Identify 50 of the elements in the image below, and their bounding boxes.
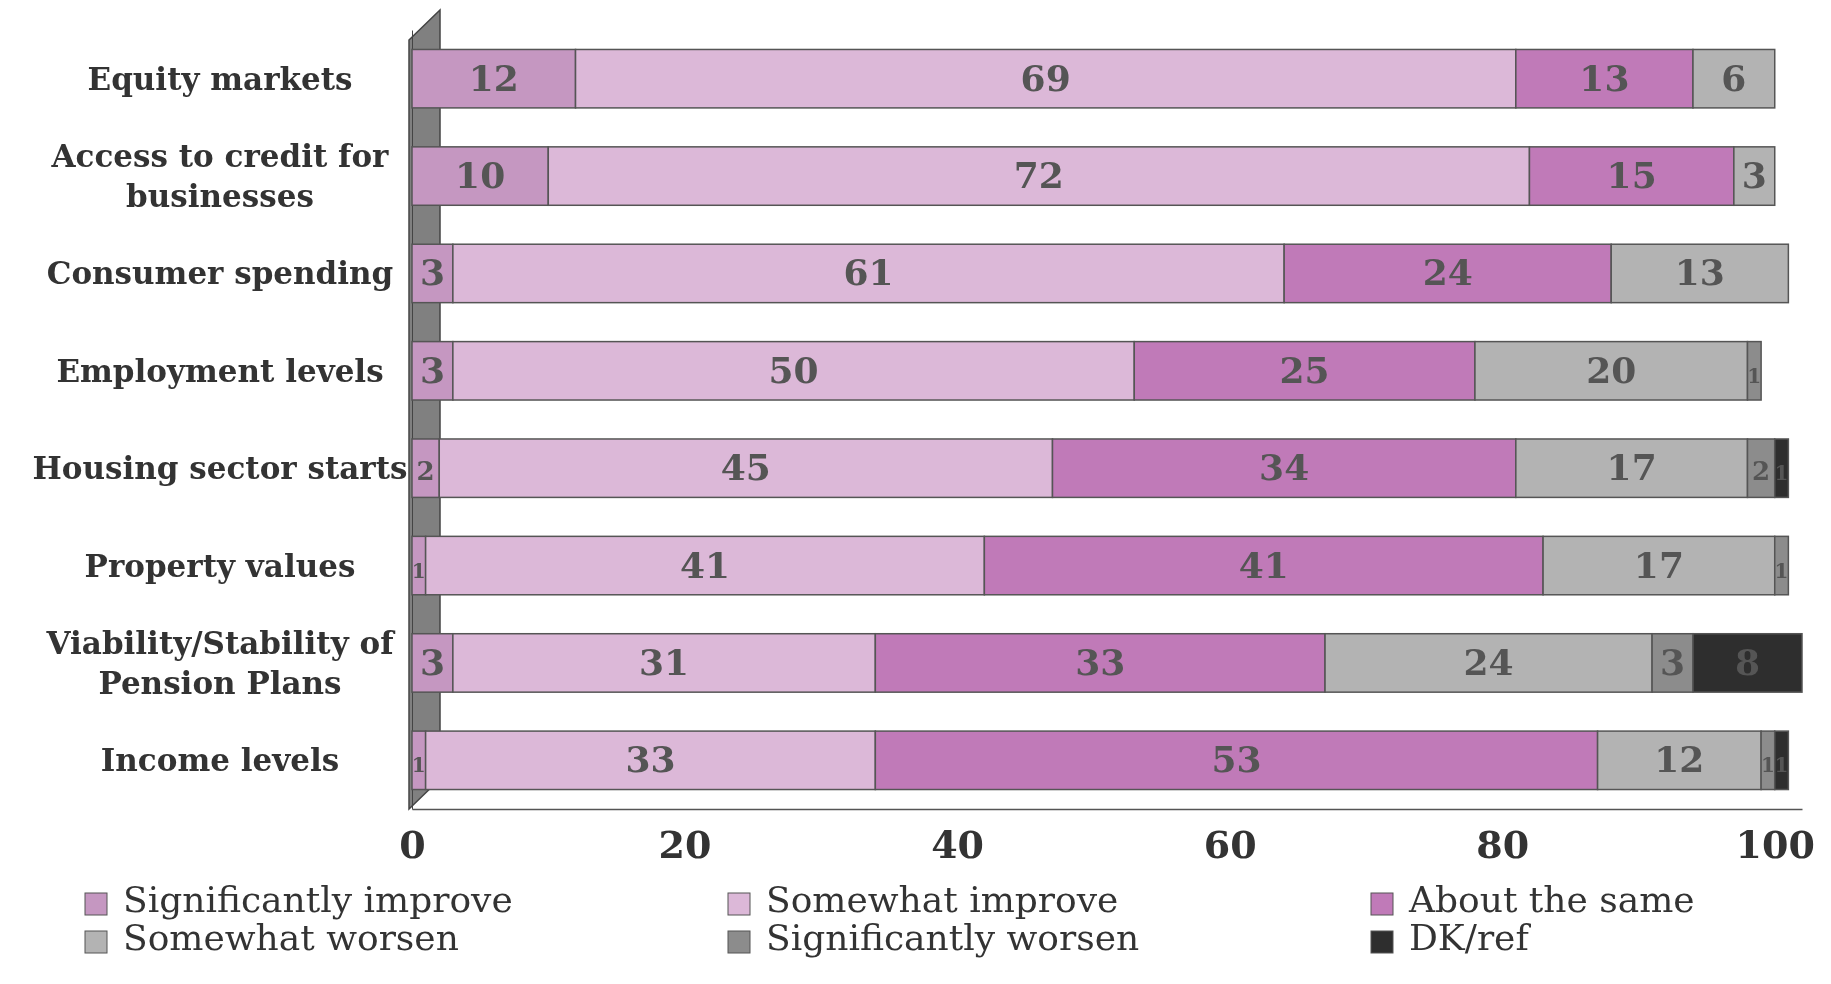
y-tick-label: Property values — [84, 547, 356, 584]
data-label: 31 — [639, 640, 690, 683]
data-label: 6 — [1721, 56, 1747, 99]
y-tick-label: Housing sector starts — [32, 450, 408, 487]
data-label: 17 — [1633, 543, 1684, 586]
data-label: 25 — [1279, 348, 1330, 391]
data-label: 13 — [1579, 56, 1630, 99]
data-label: 20 — [1586, 348, 1637, 391]
data-label: 12 — [468, 56, 519, 99]
legend-label: Significantly improve — [123, 879, 513, 920]
data-label: 10 — [455, 154, 506, 197]
data-label: 3 — [1741, 154, 1767, 197]
legend-label: Somewhat improve — [766, 879, 1119, 920]
data-label: 13 — [1674, 251, 1725, 294]
data-label: 12 — [1654, 738, 1705, 781]
data-label: 15 — [1606, 154, 1657, 197]
x-tick-label: 0 — [399, 821, 426, 867]
x-tick-label: 80 — [1476, 821, 1530, 867]
data-label: 2 — [416, 456, 435, 487]
data-label: 41 — [1238, 543, 1289, 586]
data-label: 1 — [411, 558, 426, 583]
legend-label: DK/ref — [1409, 917, 1532, 958]
data-label: 3 — [419, 348, 445, 391]
y-tick-label: Employment levels — [56, 352, 384, 389]
data-label: 72 — [1013, 154, 1064, 197]
data-label: 33 — [625, 738, 676, 781]
data-label: 50 — [768, 348, 819, 391]
data-label: 24 — [1422, 251, 1473, 294]
data-label: 41 — [679, 543, 731, 586]
data-label: 3 — [419, 640, 445, 683]
data-label: 69 — [1020, 56, 1071, 99]
y-tick-label: Income levels — [100, 742, 340, 779]
data-label: 61 — [843, 251, 894, 294]
x-tick-label: 60 — [1203, 821, 1257, 867]
x-tick-label: 100 — [1735, 821, 1815, 867]
data-label: 34 — [1259, 446, 1310, 489]
data-label: 24 — [1463, 640, 1514, 683]
y-tick-label: Equity markets — [87, 60, 353, 97]
data-label: 45 — [720, 446, 771, 489]
data-label: 53 — [1211, 738, 1262, 781]
y-tick-label: Viability/Stability of Pension Plans — [45, 624, 396, 701]
data-label: 3 — [419, 251, 445, 294]
data-label: 17 — [1606, 446, 1657, 489]
y-tick-label: Access to credit for businesses — [50, 138, 390, 215]
x-tick-label: 40 — [931, 821, 985, 867]
y-tick-label: Consumer spending — [46, 255, 394, 292]
data-label: 1 — [411, 753, 426, 778]
data-label: 33 — [1075, 640, 1126, 683]
legend-label: About the same — [1408, 879, 1695, 920]
x-tick-label: 20 — [658, 821, 712, 867]
